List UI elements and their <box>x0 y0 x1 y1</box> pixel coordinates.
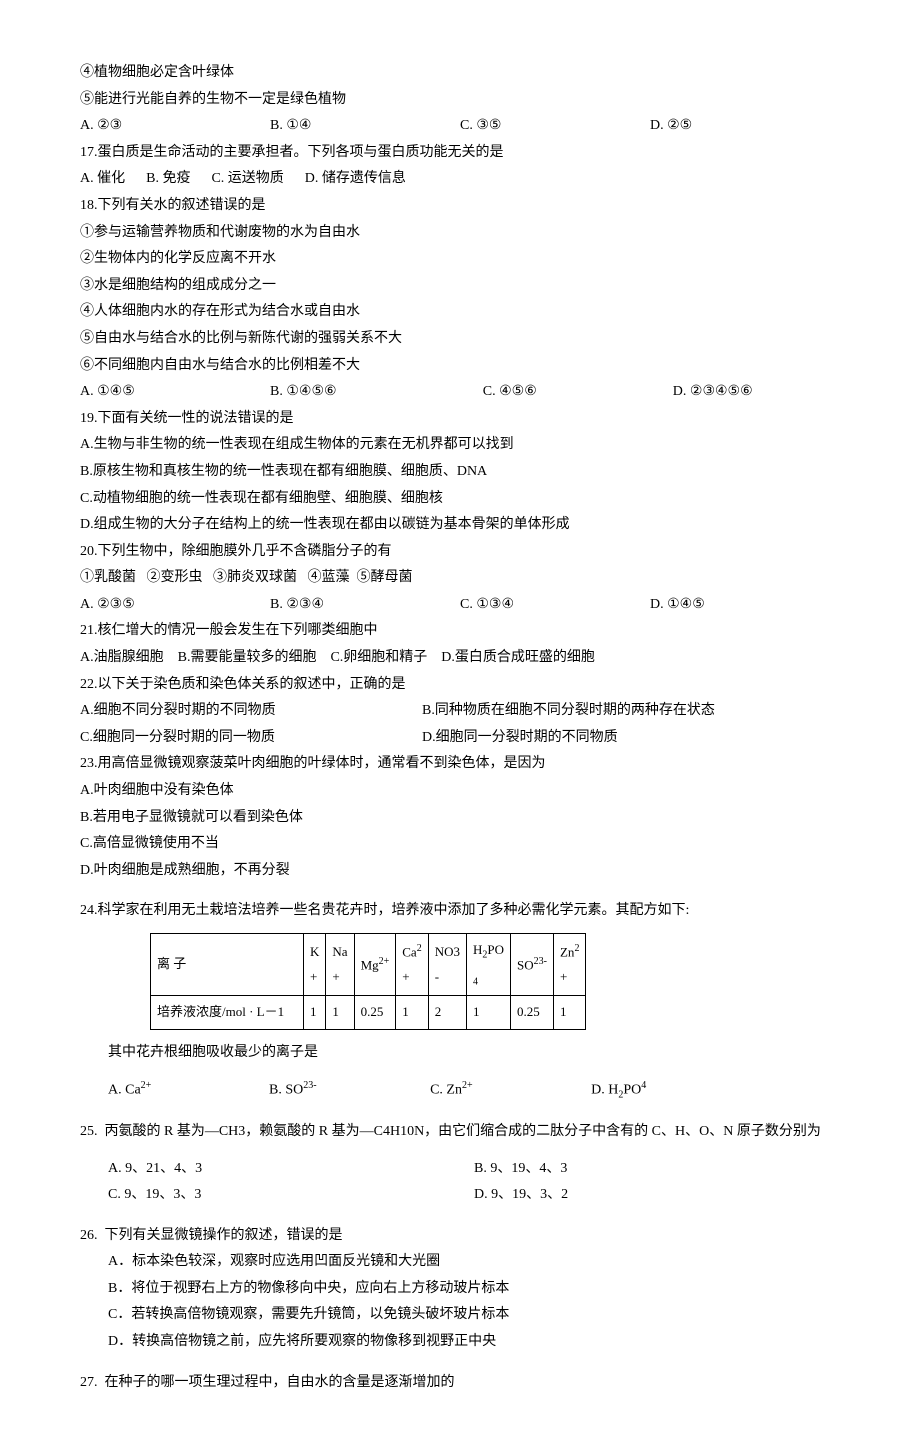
q20-opt-a: A. ②③⑤ <box>80 592 270 619</box>
q21-options: A.油脂腺细胞 B.需要能量较多的细胞 C.卵细胞和精子 D.蛋白质合成旺盛的细… <box>80 645 840 672</box>
q20-opt-d: D. ①④⑤ <box>650 592 840 619</box>
col-na: Na+ <box>326 934 354 996</box>
q16-opt-c: C. ③⑤ <box>460 113 650 140</box>
table-row-values: 培养液浓度/mol · L－1 1 1 0.25 1 2 1 0.25 1 <box>151 996 586 1030</box>
q25-opt-a: A. 9、21、4、3 <box>108 1156 474 1183</box>
q26-opt-d: D．转换高倍物镜之前，应先将所要观察的物像移到视野正中央 <box>80 1329 840 1356</box>
col-ca: Ca2+ <box>396 934 428 996</box>
q16-statement-4: ④植物细胞必定含叶绿体 <box>80 60 840 87</box>
q19-opt-a: A.生物与非生物的统一性表现在组成生物体的元素在无机界都可以找到 <box>80 432 840 459</box>
q23-opt-b: B.若用电子显微镜就可以看到染色体 <box>80 805 840 832</box>
q18-s5: ⑤自由水与结合水的比例与新陈代谢的强弱关系不大 <box>80 326 840 353</box>
q18-opt-d: D. ②③④⑤⑥ <box>673 379 840 406</box>
q20-stem: 20.下列生物中，除细胞膜外几乎不含磷脂分子的有 <box>80 539 840 566</box>
row-label: 培养液浓度/mol · L－1 <box>151 996 304 1030</box>
val-ca: 1 <box>396 996 428 1030</box>
header-label: 离 子 <box>151 934 304 996</box>
q20-opt-c: C. ①③④ <box>460 592 650 619</box>
q24-opt-d: D. H2PO4 <box>591 1076 752 1104</box>
q23-stem: 23.用高倍显微镜观察菠菜叶肉细胞的叶绿体时，通常看不到染色体，是因为 <box>80 751 840 778</box>
q18-opt-c: C. ④⑤⑥ <box>483 379 673 406</box>
q23-opt-c: C.高倍显微镜使用不当 <box>80 831 840 858</box>
q24-opt-c: C. Zn2+ <box>430 1076 591 1104</box>
q22-opt-c: C.细胞同一分裂时期的同一物质 <box>80 725 422 752</box>
val-zn: 1 <box>553 996 585 1030</box>
col-no3: NO3- <box>428 934 466 996</box>
q16-options: A. ②③ B. ①④ C. ③⑤ D. ②⑤ <box>80 113 840 140</box>
q18-s3: ③水是细胞结构的组成成分之一 <box>80 273 840 300</box>
q17-options: A. 催化 B. 免疫 C. 运送物质 D. 储存遗传信息 <box>80 166 840 193</box>
q24-opt-b: B. SO23- <box>269 1076 430 1104</box>
q26-opt-b: B．将位于视野右上方的物像移向中央，应向右上方移动玻片标本 <box>80 1276 840 1303</box>
q19-opt-b: B.原核生物和真核生物的统一性表现在都有细胞膜、细胞质、DNA <box>80 459 840 486</box>
q18-opt-a: A. ①④⑤ <box>80 379 270 406</box>
table-row-header: 离 子 K+ Na+ Mg2+ Ca2+ NO3- H2PO4 SO23- Zn… <box>151 934 586 996</box>
val-so: 0.25 <box>511 996 554 1030</box>
q24-opt-a: A. Ca2+ <box>108 1076 269 1104</box>
q18-stem: 18.下列有关水的叙述错误的是 <box>80 193 840 220</box>
q22-row1: A.细胞不同分裂时期的不同物质 B.同种物质在细胞不同分裂时期的两种存在状态 <box>80 698 840 725</box>
q27-stem: 27. 在种子的哪一项生理过程中，自由水的含量是逐渐增加的 <box>80 1370 840 1397</box>
q16-opt-b: B. ①④ <box>270 113 460 140</box>
q20-items: ①乳酸菌 ②变形虫 ③肺炎双球菌 ④蓝藻 ⑤酵母菌 <box>80 565 840 592</box>
col-k: K+ <box>304 934 326 996</box>
q25-opt-c: C. 9、19、3、3 <box>108 1182 474 1209</box>
q23-opt-a: A.叶肉细胞中没有染色体 <box>80 778 840 805</box>
q24-stem: 24.科学家在利用无土栽培法培养一些名贵花卉时，培养液中添加了多种必需化学元素。… <box>80 898 840 925</box>
q18-opt-b: B. ①④⑤⑥ <box>270 379 483 406</box>
q18-s2: ②生物体内的化学反应离不开水 <box>80 246 840 273</box>
q18-options: A. ①④⑤ B. ①④⑤⑥ C. ④⑤⑥ D. ②③④⑤⑥ <box>80 379 840 406</box>
q25-options: A. 9、21、4、3 B. 9、19、4、3 C. 9、19、3、3 D. 9… <box>80 1156 840 1209</box>
q21-stem: 21.核仁增大的情况一般会发生在下列哪类细胞中 <box>80 618 840 645</box>
val-k: 1 <box>304 996 326 1030</box>
val-h2po: 1 <box>467 996 511 1030</box>
q25-stem: 25. 丙氨酸的 R 基为—CH3，赖氨酸的 R 基为—C4H10N，由它们缩合… <box>80 1119 840 1146</box>
col-zn: Zn2+ <box>553 934 585 996</box>
q26-opt-c: C．若转换高倍物镜观察，需要先升镜筒，以免镜头破坏玻片标本 <box>80 1302 840 1329</box>
q25-opt-d: D. 9、19、3、2 <box>474 1182 840 1209</box>
q18-s1: ①参与运输营养物质和代谢废物的水为自由水 <box>80 220 840 247</box>
q24-options: A. Ca2+ B. SO23- C. Zn2+ D. H2PO4 <box>80 1076 840 1104</box>
q19-opt-c: C.动植物细胞的统一性表现在都有细胞壁、细胞膜、细胞核 <box>80 486 840 513</box>
col-mg: Mg2+ <box>354 934 396 996</box>
q24-table: 离 子 K+ Na+ Mg2+ Ca2+ NO3- H2PO4 SO23- Zn… <box>150 933 840 1030</box>
col-so: SO23- <box>511 934 554 996</box>
q16-opt-a: A. ②③ <box>80 113 270 140</box>
q22-row2: C.细胞同一分裂时期的同一物质 D.细胞同一分裂时期的不同物质 <box>80 725 840 752</box>
q22-stem: 22.以下关于染色质和染色体关系的叙述中，正确的是 <box>80 672 840 699</box>
val-na: 1 <box>326 996 354 1030</box>
val-no3: 2 <box>428 996 466 1030</box>
q26-stem: 26. 下列有关显微镜操作的叙述，错误的是 <box>80 1223 840 1250</box>
q22-opt-a: A.细胞不同分裂时期的不同物质 <box>80 698 422 725</box>
q20-opt-b: B. ②③④ <box>270 592 460 619</box>
q19-opt-d: D.组成生物的大分子在结构上的统一性表现在都由以碳链为基本骨架的单体形成 <box>80 512 840 539</box>
q18-s6: ⑥不同细胞内自由水与结合水的比例相差不大 <box>80 353 840 380</box>
q20-options: A. ②③⑤ B. ②③④ C. ①③④ D. ①④⑤ <box>80 592 840 619</box>
q26-opt-a: A．标本染色较深，观察时应选用凹面反光镜和大光圈 <box>80 1249 840 1276</box>
col-h2po: H2PO4 <box>467 934 511 996</box>
val-mg: 0.25 <box>354 996 396 1030</box>
q22-opt-b: B.同种物质在细胞不同分裂时期的两种存在状态 <box>422 698 840 725</box>
q16-statement-5: ⑤能进行光能自养的生物不一定是绿色植物 <box>80 87 840 114</box>
q24-sub: 其中花卉根细胞吸收最少的离子是 <box>80 1040 840 1067</box>
q23-opt-d: D.叶肉细胞是成熟细胞，不再分裂 <box>80 858 840 885</box>
q22-opt-d: D.细胞同一分裂时期的不同物质 <box>422 725 840 752</box>
q18-s4: ④人体细胞内水的存在形式为结合水或自由水 <box>80 299 840 326</box>
q17-stem: 17.蛋白质是生命活动的主要承担者。下列各项与蛋白质功能无关的是 <box>80 140 840 167</box>
q25-opt-b: B. 9、19、4、3 <box>474 1156 840 1183</box>
q16-opt-d: D. ②⑤ <box>650 113 840 140</box>
q19-stem: 19.下面有关统一性的说法错误的是 <box>80 406 840 433</box>
